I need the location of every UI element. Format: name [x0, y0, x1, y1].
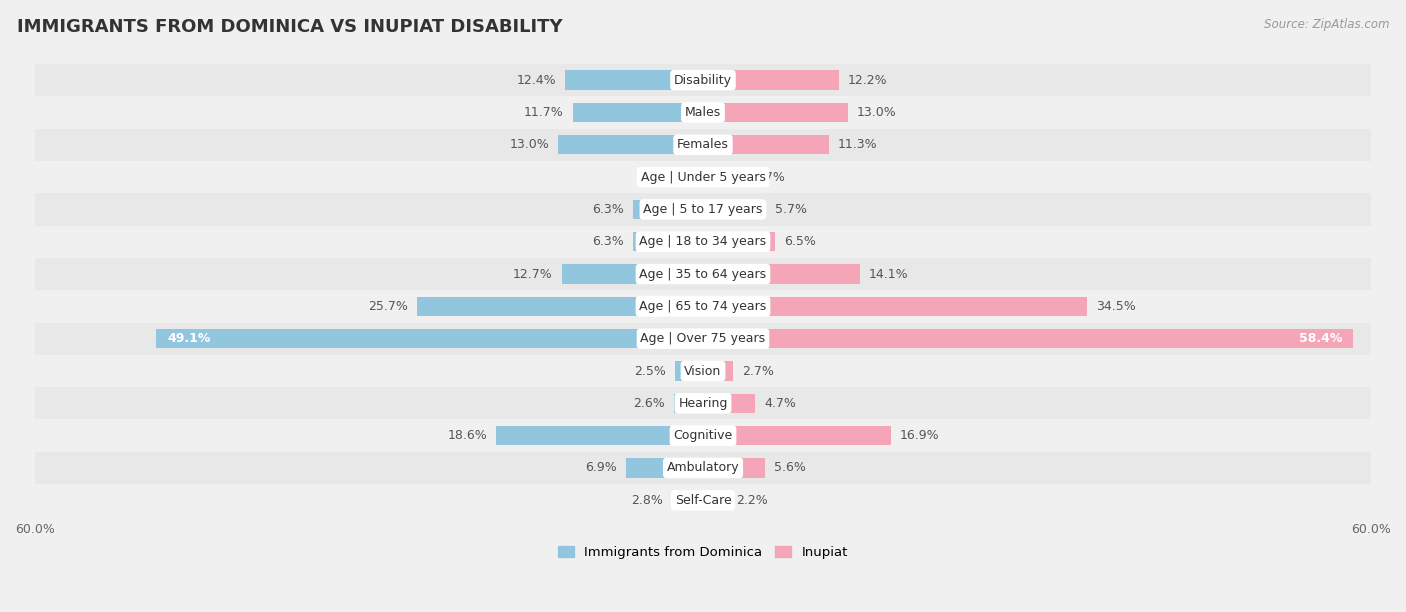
Text: Age | Over 75 years: Age | Over 75 years: [641, 332, 765, 345]
Text: Cognitive: Cognitive: [673, 429, 733, 442]
Text: 34.5%: 34.5%: [1097, 300, 1136, 313]
Text: Vision: Vision: [685, 365, 721, 378]
Text: Age | Under 5 years: Age | Under 5 years: [641, 171, 765, 184]
Bar: [35, 258, 1371, 290]
Bar: [35, 484, 1371, 517]
Bar: [35, 323, 1371, 355]
Text: 49.1%: 49.1%: [167, 332, 211, 345]
Text: 13.0%: 13.0%: [509, 138, 550, 151]
Text: Age | 65 to 74 years: Age | 65 to 74 years: [640, 300, 766, 313]
Bar: [35, 64, 1371, 96]
Bar: [703, 426, 891, 446]
Bar: [35, 290, 1371, 323]
Bar: [35, 226, 1371, 258]
Text: 12.2%: 12.2%: [848, 73, 887, 87]
Text: Females: Females: [678, 138, 728, 151]
Bar: [35, 193, 1371, 226]
Text: 3.7%: 3.7%: [754, 171, 785, 184]
Bar: [703, 491, 727, 510]
Text: Age | 35 to 64 years: Age | 35 to 64 years: [640, 267, 766, 280]
Text: 14.1%: 14.1%: [869, 267, 908, 280]
Bar: [561, 264, 703, 284]
Text: 2.6%: 2.6%: [633, 397, 665, 410]
Bar: [703, 264, 860, 284]
Bar: [703, 458, 765, 477]
Text: Males: Males: [685, 106, 721, 119]
Bar: [703, 135, 828, 154]
Text: 16.9%: 16.9%: [900, 429, 939, 442]
Bar: [626, 458, 703, 477]
Text: Age | 5 to 17 years: Age | 5 to 17 years: [644, 203, 762, 216]
Text: 18.6%: 18.6%: [447, 429, 486, 442]
Bar: [673, 394, 703, 413]
Text: 6.9%: 6.9%: [585, 461, 617, 474]
Text: 12.4%: 12.4%: [516, 73, 555, 87]
Text: 2.5%: 2.5%: [634, 365, 666, 378]
Text: Age | 18 to 34 years: Age | 18 to 34 years: [640, 235, 766, 248]
Bar: [416, 297, 703, 316]
Bar: [35, 96, 1371, 129]
Bar: [703, 394, 755, 413]
Text: Disability: Disability: [673, 73, 733, 87]
Bar: [572, 103, 703, 122]
Bar: [35, 355, 1371, 387]
Text: 6.3%: 6.3%: [592, 235, 624, 248]
Bar: [35, 419, 1371, 452]
Bar: [35, 387, 1371, 419]
Bar: [703, 329, 1353, 348]
Bar: [703, 297, 1087, 316]
Bar: [675, 361, 703, 381]
Bar: [156, 329, 703, 348]
Text: 6.3%: 6.3%: [592, 203, 624, 216]
Text: 6.5%: 6.5%: [785, 235, 815, 248]
Bar: [35, 161, 1371, 193]
Bar: [672, 491, 703, 510]
Bar: [35, 129, 1371, 161]
Text: 13.0%: 13.0%: [856, 106, 897, 119]
Text: 5.7%: 5.7%: [775, 203, 807, 216]
Text: 2.7%: 2.7%: [742, 365, 773, 378]
Bar: [703, 103, 848, 122]
Text: Self-Care: Self-Care: [675, 494, 731, 507]
Text: 11.7%: 11.7%: [524, 106, 564, 119]
Bar: [496, 426, 703, 446]
Text: 58.4%: 58.4%: [1299, 332, 1343, 345]
Text: Ambulatory: Ambulatory: [666, 461, 740, 474]
Text: IMMIGRANTS FROM DOMINICA VS INUPIAT DISABILITY: IMMIGRANTS FROM DOMINICA VS INUPIAT DISA…: [17, 18, 562, 36]
Bar: [35, 452, 1371, 484]
Bar: [703, 361, 733, 381]
Bar: [633, 232, 703, 252]
Text: 2.8%: 2.8%: [631, 494, 662, 507]
Text: Source: ZipAtlas.com: Source: ZipAtlas.com: [1264, 18, 1389, 31]
Bar: [703, 232, 775, 252]
Text: Hearing: Hearing: [678, 397, 728, 410]
Text: 12.7%: 12.7%: [513, 267, 553, 280]
Bar: [703, 70, 839, 90]
Text: 4.7%: 4.7%: [765, 397, 796, 410]
Bar: [565, 70, 703, 90]
Text: 11.3%: 11.3%: [838, 138, 877, 151]
Text: 2.2%: 2.2%: [737, 494, 768, 507]
Legend: Immigrants from Dominica, Inupiat: Immigrants from Dominica, Inupiat: [553, 540, 853, 564]
Text: 1.4%: 1.4%: [647, 171, 679, 184]
Text: 25.7%: 25.7%: [368, 300, 408, 313]
Bar: [633, 200, 703, 219]
Bar: [688, 168, 703, 187]
Text: 5.6%: 5.6%: [775, 461, 806, 474]
Bar: [558, 135, 703, 154]
Bar: [703, 168, 744, 187]
Bar: [703, 200, 766, 219]
